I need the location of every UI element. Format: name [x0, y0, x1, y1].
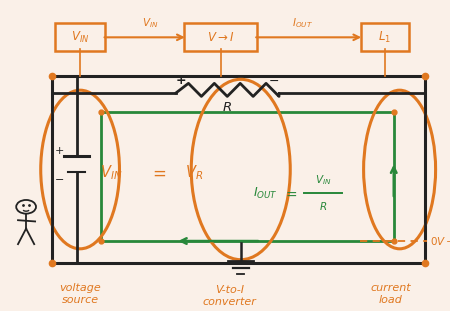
Text: +: +	[176, 74, 186, 87]
Text: $R$: $R$	[319, 200, 327, 212]
Text: $-$: $-$	[54, 173, 64, 183]
Text: $V_{IN}$: $V_{IN}$	[315, 173, 331, 187]
Text: $0V-$: $0V-$	[430, 235, 450, 247]
Text: $R$: $R$	[222, 101, 232, 114]
Text: $L_1$: $L_1$	[378, 30, 391, 45]
Text: $V_{IN}$: $V_{IN}$	[71, 30, 89, 45]
Text: +: +	[55, 146, 64, 156]
Text: V-to-I
converter: V-to-I converter	[202, 285, 256, 307]
Text: $V_R$: $V_R$	[185, 163, 203, 182]
Text: current
load: current load	[370, 283, 411, 304]
Text: $=$: $=$	[149, 164, 166, 182]
Text: $I_{OUT}$: $I_{OUT}$	[292, 17, 313, 30]
Text: $-$: $-$	[268, 74, 279, 87]
Text: voltage
source: voltage source	[59, 283, 101, 304]
Text: $V_{IN}$: $V_{IN}$	[100, 163, 123, 182]
Text: $V_{IN}$: $V_{IN}$	[142, 17, 158, 30]
Text: $I_{OUT}$: $I_{OUT}$	[253, 186, 278, 201]
Text: $=$: $=$	[283, 186, 297, 201]
Text: $V \rightarrow I$: $V \rightarrow I$	[207, 31, 234, 44]
